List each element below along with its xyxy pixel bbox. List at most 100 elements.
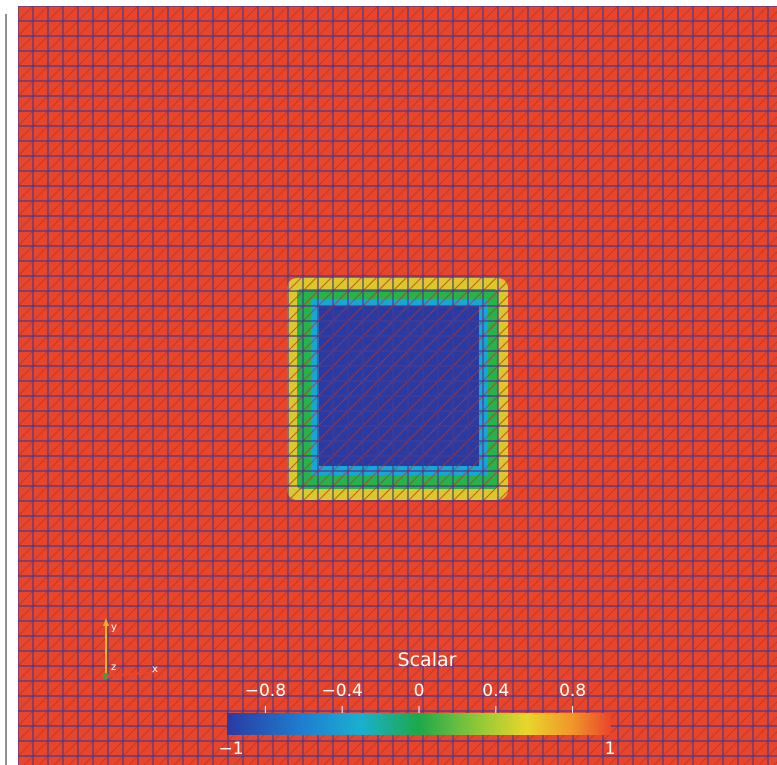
mesh-diagonal: [18, 6, 634, 622]
mesh-diagonal: [18, 6, 559, 547]
mesh-diagonal: [203, 191, 777, 765]
mesh-diagonal: [18, 6, 214, 202]
colorbar-tick-labels: −0.8 −0.4 0 0.4 0.8: [245, 681, 586, 713]
mesh-diagonal: [18, 6, 454, 442]
mesh-diagonal: [83, 71, 777, 765]
colorbar-tick-label: 0.4: [482, 681, 509, 701]
y-axis-label: y: [111, 622, 117, 633]
mesh-diagonal: [353, 341, 777, 765]
mesh-diagonal: [18, 6, 769, 757]
mesh-diagonal: [398, 386, 777, 765]
mesh-diagonal: [18, 6, 724, 712]
mesh-grid-lines: [18, 6, 777, 765]
mesh-diagonal: [18, 6, 409, 397]
mesh-diagonal: [38, 26, 777, 765]
mesh-diagonal: [18, 6, 229, 217]
mesh-diagonal: [23, 11, 777, 765]
colorbar-max-label: 1: [605, 739, 616, 759]
x-axis-arrow: [105, 671, 157, 677]
mesh-diagonal: [18, 6, 289, 277]
mesh-diagonal: [443, 431, 777, 765]
y-axis-arrowhead: [103, 618, 109, 626]
mesh-diagonal: [18, 6, 574, 562]
mesh-diagonal: [18, 6, 274, 262]
colorbar-tick-label: −0.4: [322, 681, 363, 701]
mesh-diagonal-lines: [18, 6, 777, 765]
mesh-diagonal: [18, 6, 169, 157]
mesh-diagonal: [18, 6, 589, 577]
mesh-diagonal: [18, 6, 379, 367]
mesh-diagonal: [18, 6, 259, 247]
mesh-diagonal: [173, 161, 777, 765]
mesh-diagonal: [18, 6, 604, 592]
mesh-diagonal: [473, 461, 777, 765]
mesh-diagonal: [608, 596, 777, 765]
mesh-diagonal: [18, 6, 514, 502]
mesh-diagonal: [18, 6, 439, 427]
mesh-diagonal: [68, 56, 777, 765]
colorbar-title: Scalar: [398, 649, 457, 671]
mesh-diagonal: [18, 6, 364, 352]
mesh-diagonal: [18, 6, 529, 517]
mesh-diagonal: [18, 6, 694, 682]
colorbar-tick-label: 0.8: [559, 681, 586, 701]
axes-triad: y z x: [103, 618, 158, 679]
mesh-diagonal: [18, 6, 349, 337]
mesh-diagonal: [18, 6, 319, 307]
mesh-diagonal: [18, 6, 544, 532]
mesh-diagonal: [233, 221, 777, 765]
mesh-diagonal: [18, 6, 679, 667]
mesh-diagonal: [18, 6, 244, 232]
mesh-diagonal: [98, 86, 777, 765]
mesh-diagonal: [18, 6, 154, 142]
mesh-diagonal: [533, 521, 777, 765]
mesh-diagonal: [278, 266, 777, 765]
mesh-diagonal: [18, 6, 664, 652]
mesh-diagonal: [548, 536, 777, 765]
mesh-diagonal: [578, 566, 777, 765]
mesh-diagonal: [18, 6, 334, 322]
mesh-diagonal: [338, 326, 777, 765]
mesh-diagonal: [263, 251, 777, 765]
mesh-diagonal: [308, 296, 777, 765]
mesh-diagonal: [293, 281, 777, 765]
mesh-diagonal: [18, 6, 199, 187]
mesh-diagonal: [18, 6, 619, 607]
colorbar-tick-label: 0: [414, 681, 425, 701]
mesh-diagonal: [428, 416, 777, 765]
mesh-diagonal: [18, 6, 484, 472]
mesh-diagonal: [383, 371, 777, 765]
mesh-diagonal: [18, 6, 754, 742]
colorbar-tick-label: −0.8: [245, 681, 286, 701]
mesh-diagonal: [18, 6, 709, 697]
colorbar-gradient: [227, 713, 611, 735]
colorbar: Scalar −0.8 −0.4 0 0.4 0.8 −1 1: [218, 649, 615, 759]
mesh-diagonal: [18, 6, 19, 7]
mesh-diagonal: [18, 6, 304, 292]
mesh-diagonal: [18, 6, 394, 382]
mesh-diagonal: [218, 206, 777, 765]
mesh-diagonal: [248, 236, 777, 765]
mesh-diagonal: [18, 6, 469, 457]
mesh-diagonal: [488, 476, 777, 765]
mesh-diagonal: [503, 491, 777, 765]
mesh-diagonal: [623, 611, 777, 765]
mesh-diagonal: [18, 6, 424, 412]
z-axis-label: z: [111, 662, 116, 673]
mesh-diagonal: [593, 581, 777, 765]
mesh-diagonal: [18, 6, 649, 637]
mesh-diagonal: [113, 101, 777, 765]
mesh-diagonal: [368, 356, 777, 765]
mesh-diagonal: [518, 506, 777, 765]
mesh-diagonal: [18, 6, 499, 487]
mesh-diagonal: [158, 146, 777, 765]
mesh-diagonal: [53, 41, 777, 765]
mesh-diagonal: [128, 116, 777, 765]
mesh-diagonal: [323, 311, 777, 765]
colorbar-min-label: −1: [218, 739, 243, 759]
mesh-diagonal: [18, 6, 184, 172]
x-axis-label: x: [152, 664, 158, 675]
mesh-diagonal: [413, 401, 777, 765]
